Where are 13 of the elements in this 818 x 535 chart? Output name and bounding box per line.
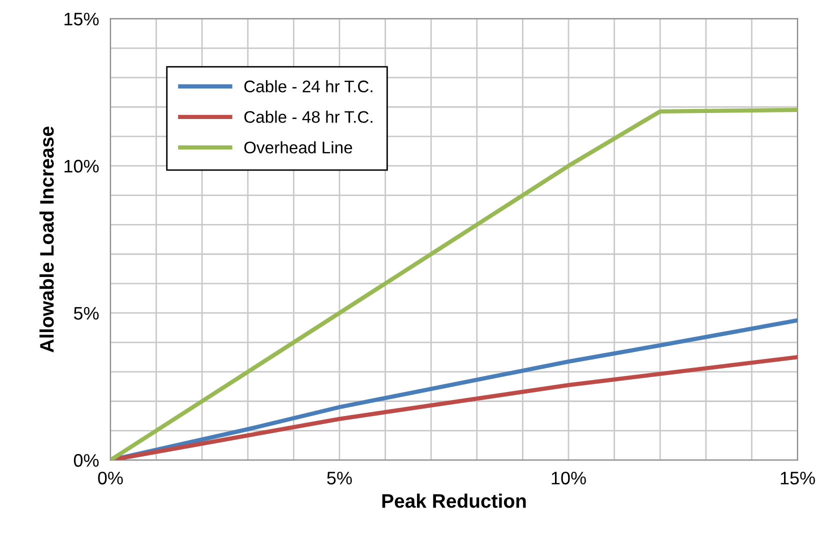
legend-label: Overhead Line xyxy=(244,141,352,154)
y-tick-label: 10% xyxy=(64,160,99,173)
legend-label: Cable - 48 hr T.C. xyxy=(244,110,372,123)
y-tick-label: 5% xyxy=(74,306,99,320)
legend-label: Cable - 24 hr T.C. xyxy=(244,80,372,92)
x-tick-label: 15% xyxy=(780,472,815,484)
x-tick-label: 0% xyxy=(98,472,123,484)
x-tick-label: 10% xyxy=(552,472,586,484)
y-axis-title: Allowable Load Increase xyxy=(40,126,54,352)
x-tick-label: 5% xyxy=(327,472,352,484)
x-axis-title: Peak Reduction xyxy=(382,494,526,508)
y-tick-label: 15% xyxy=(64,12,99,26)
y-tick-label: 0% xyxy=(74,454,99,467)
